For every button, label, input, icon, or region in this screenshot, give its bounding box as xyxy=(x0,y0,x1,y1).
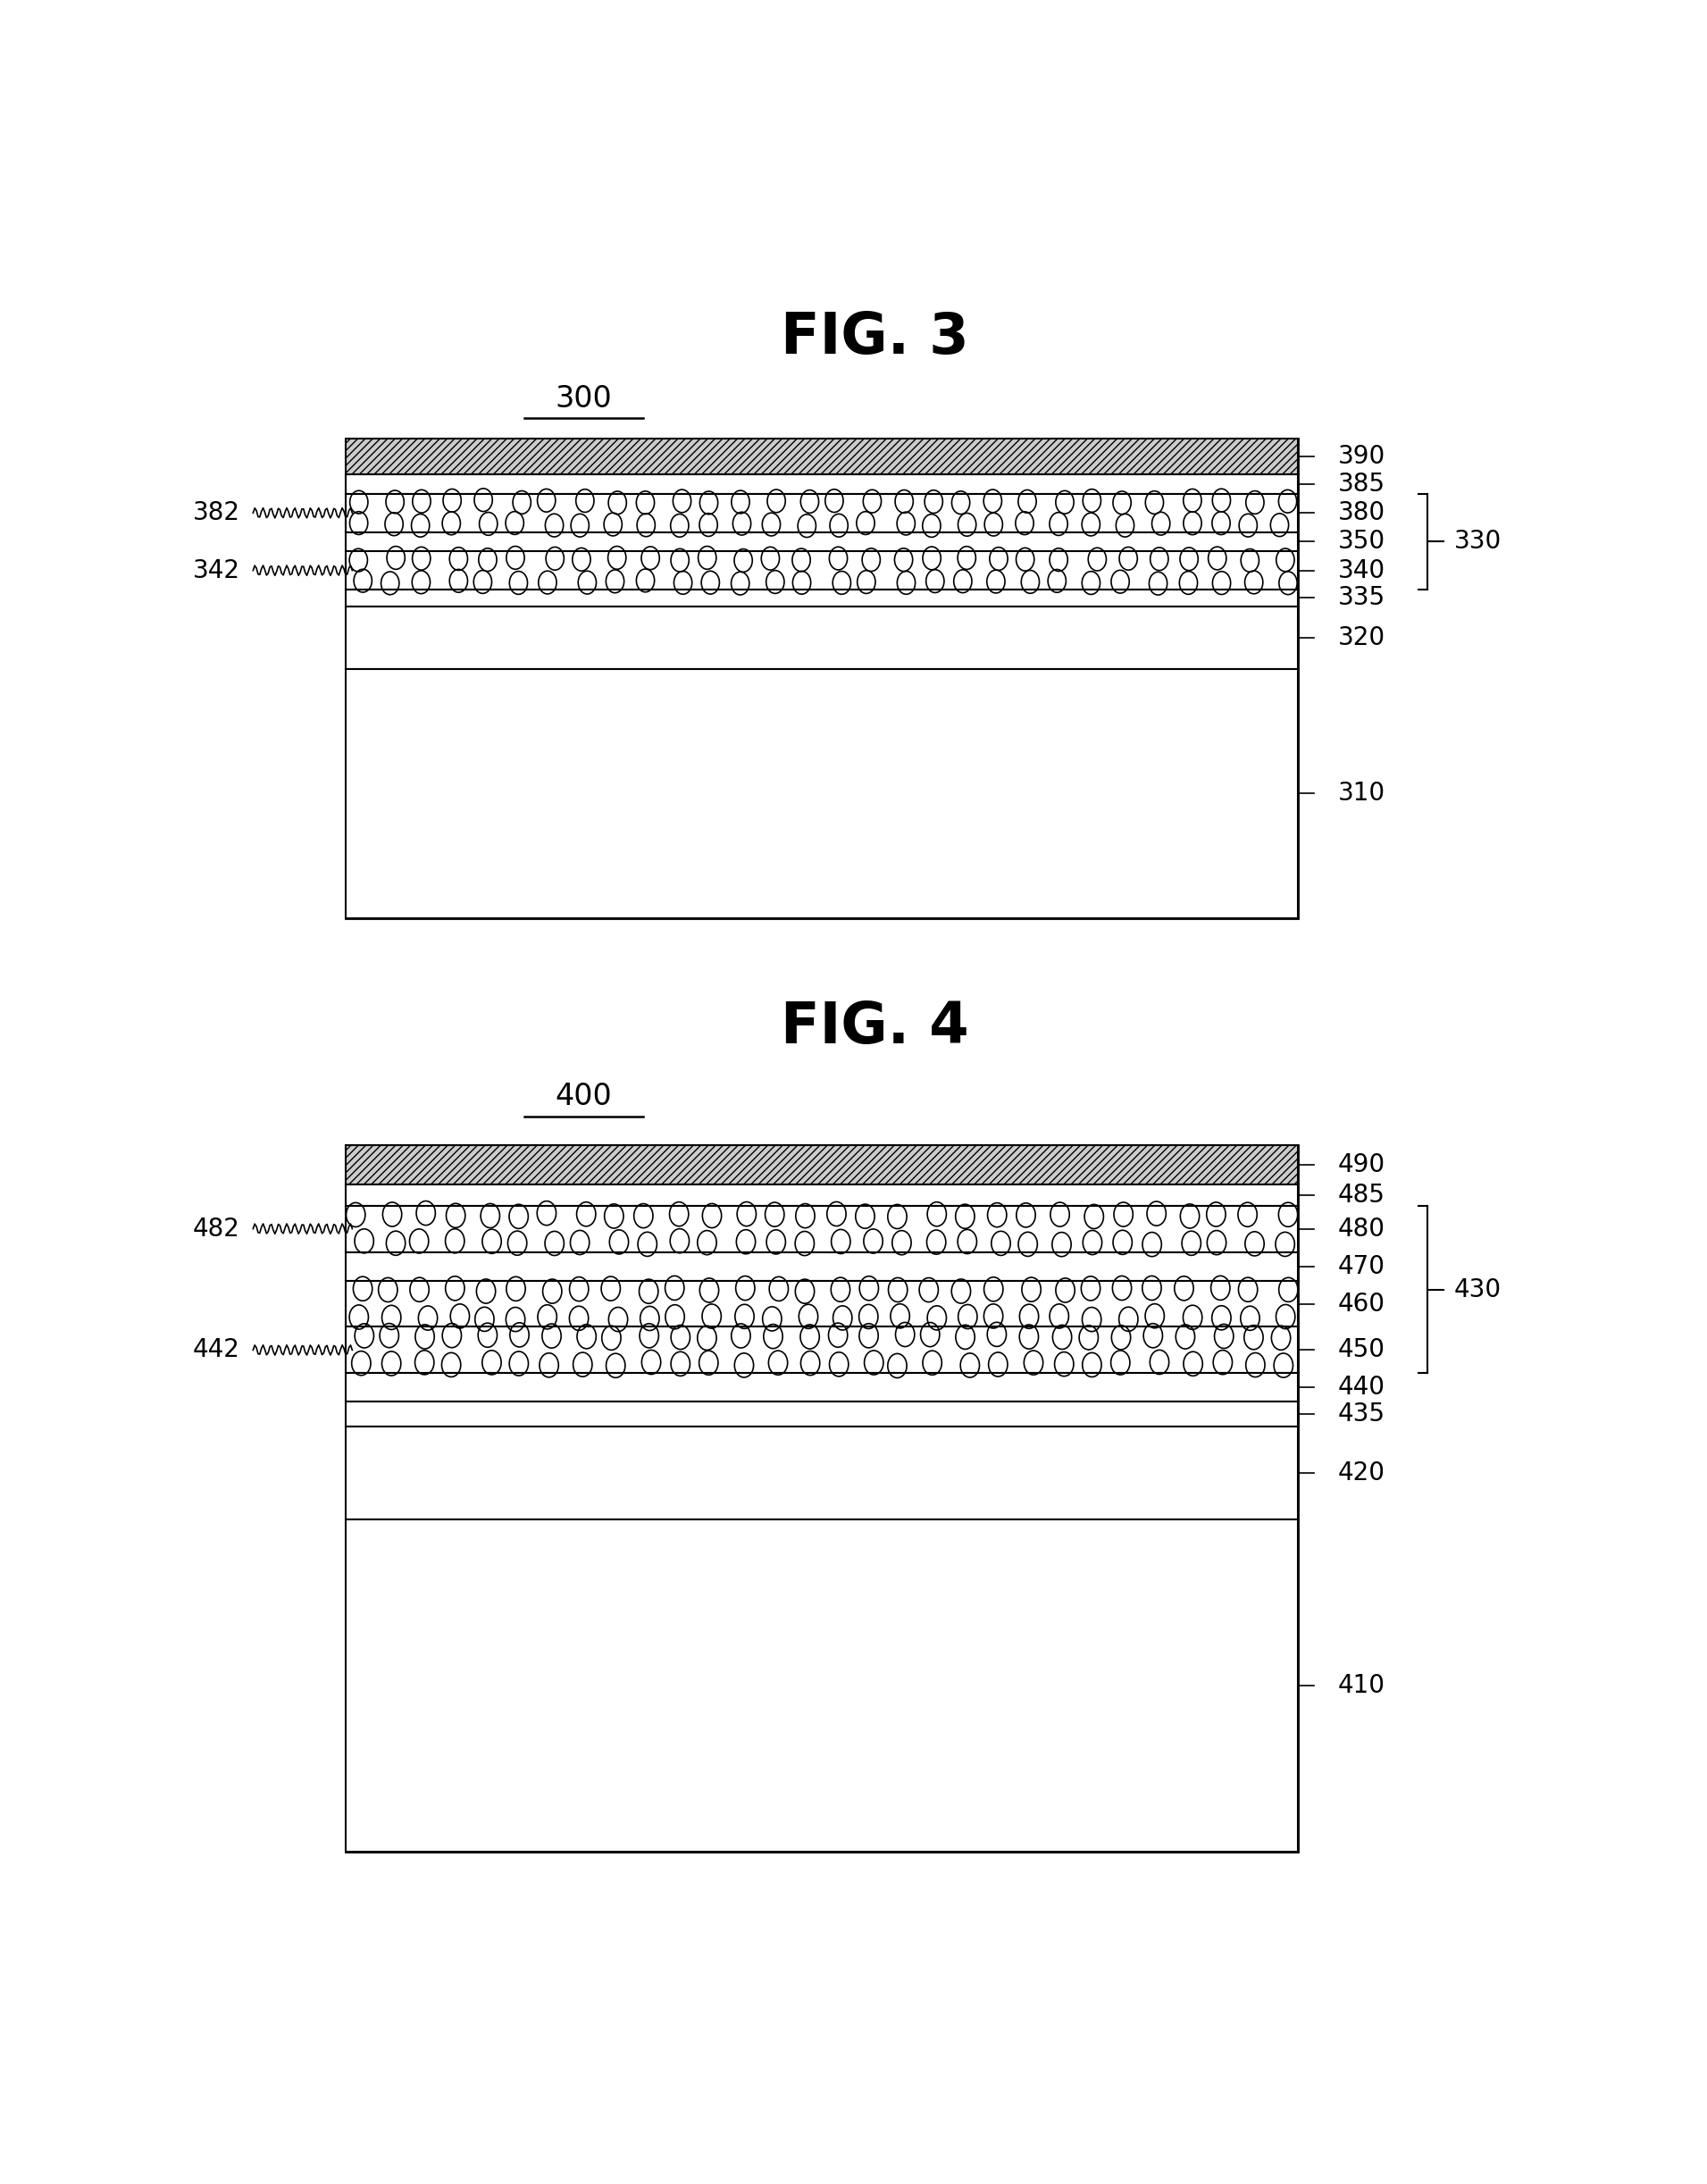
Bar xyxy=(345,533,1297,550)
Bar xyxy=(345,1251,1297,1280)
Bar xyxy=(345,1144,1297,1184)
Text: FIG. 4: FIG. 4 xyxy=(780,1000,970,1055)
Text: 470: 470 xyxy=(1338,1254,1384,1280)
Bar xyxy=(345,668,1297,917)
Bar xyxy=(345,1144,1297,1852)
Bar xyxy=(345,590,1297,607)
Bar xyxy=(345,1280,1297,1328)
Bar xyxy=(345,607,1297,668)
Bar xyxy=(345,439,1297,474)
Text: 435: 435 xyxy=(1338,1402,1384,1426)
Bar xyxy=(345,1374,1297,1402)
Bar xyxy=(345,439,1297,917)
Text: 485: 485 xyxy=(1338,1182,1384,1208)
Bar xyxy=(345,1402,1297,1426)
Text: 335: 335 xyxy=(1338,585,1386,612)
Text: 380: 380 xyxy=(1338,500,1386,526)
Text: 320: 320 xyxy=(1338,625,1386,651)
Text: 330: 330 xyxy=(1454,529,1502,555)
Bar xyxy=(345,494,1297,533)
Text: 390: 390 xyxy=(1338,443,1386,470)
Text: 350: 350 xyxy=(1338,529,1386,555)
Text: 310: 310 xyxy=(1338,782,1386,806)
Bar xyxy=(345,1426,1297,1520)
Text: 440: 440 xyxy=(1338,1376,1384,1400)
Text: 300: 300 xyxy=(555,384,613,413)
Text: 442: 442 xyxy=(193,1337,239,1363)
Text: 482: 482 xyxy=(193,1216,239,1241)
Text: 480: 480 xyxy=(1338,1216,1384,1241)
Text: 340: 340 xyxy=(1338,557,1386,583)
Text: 400: 400 xyxy=(555,1081,613,1112)
Text: 420: 420 xyxy=(1338,1461,1384,1485)
Text: 342: 342 xyxy=(193,557,239,583)
Bar xyxy=(345,1206,1297,1251)
Text: 410: 410 xyxy=(1338,1673,1384,1697)
Text: 385: 385 xyxy=(1338,472,1384,496)
Text: 430: 430 xyxy=(1454,1278,1502,1302)
Text: 460: 460 xyxy=(1338,1291,1384,1317)
Bar xyxy=(345,1520,1297,1852)
Text: 382: 382 xyxy=(193,500,239,526)
Bar xyxy=(345,1328,1297,1374)
Bar xyxy=(345,550,1297,590)
Bar xyxy=(345,474,1297,494)
Bar xyxy=(345,1184,1297,1206)
Text: FIG. 3: FIG. 3 xyxy=(780,310,970,365)
Text: 450: 450 xyxy=(1338,1337,1384,1363)
Text: 490: 490 xyxy=(1338,1153,1386,1177)
